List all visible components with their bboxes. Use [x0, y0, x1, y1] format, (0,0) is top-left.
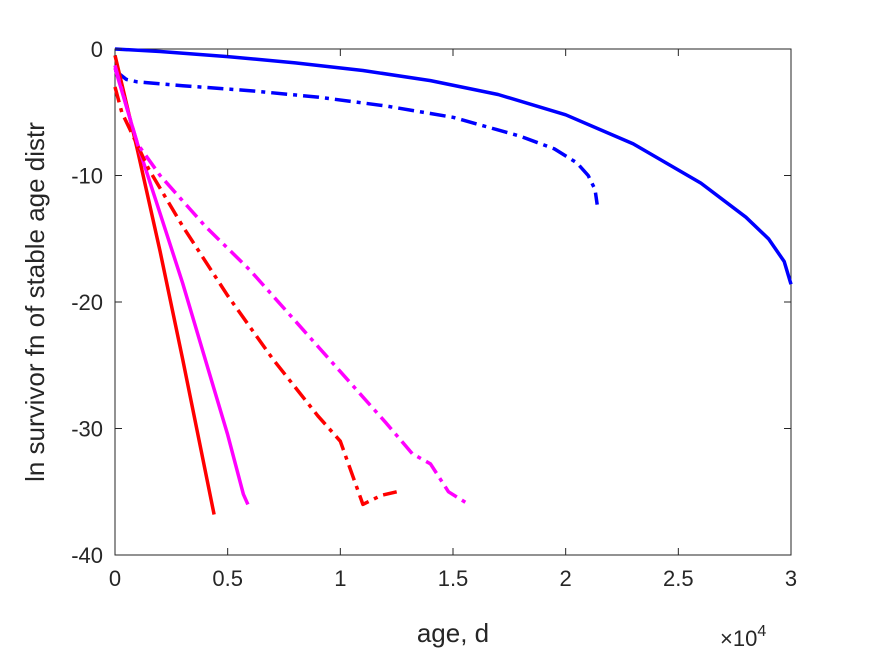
- y-tick-label: 0: [91, 37, 103, 62]
- series-line-5: [113, 86, 398, 507]
- x-tick-label: 1.5: [438, 566, 469, 591]
- x-tick-label: 2: [560, 566, 572, 591]
- y-tick-label: -10: [71, 164, 103, 189]
- y-axis-label: ln survivor fn of stable age distr: [20, 122, 50, 482]
- x-exponent-base: ×10: [720, 626, 757, 651]
- x-axis-label: age, d: [417, 618, 489, 648]
- x-tick-label: 0.5: [212, 566, 243, 591]
- plot-area: [114, 48, 792, 556]
- series-layer: [113, 47, 793, 515]
- ticks-layer: 0 0.5 1 1.5 2 2.5 3 0 -10 -20 -30 -40: [71, 37, 797, 591]
- x-tick-label: 1: [334, 566, 346, 591]
- x-tick-label: 3: [785, 566, 797, 591]
- y-tick-label: -30: [71, 417, 103, 442]
- x-tick-label: 0: [109, 566, 121, 591]
- series-line-6: [113, 64, 470, 506]
- x-tick-label: 2.5: [663, 566, 694, 591]
- y-tick-label: -40: [71, 543, 103, 568]
- x-exponent-label: ×104: [720, 623, 766, 651]
- y-tick-label: -20: [71, 290, 103, 315]
- series-line-1: [114, 47, 793, 285]
- series-line-2: [113, 69, 599, 205]
- x-exponent-power: 4: [757, 623, 766, 640]
